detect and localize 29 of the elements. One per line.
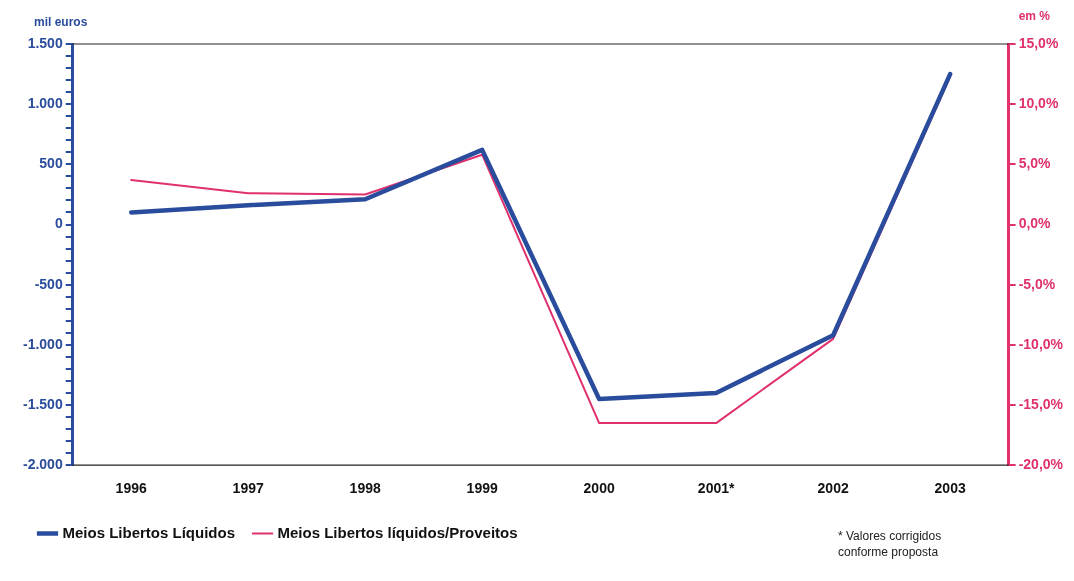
x-tick-label: 1997 bbox=[232, 480, 264, 497]
x-tick-label: 2001* bbox=[697, 480, 736, 497]
x-tick-label: 2002 bbox=[817, 480, 849, 497]
legend-label: Meios Libertos Líquidos bbox=[62, 523, 236, 541]
y-tick-label: 1.500 bbox=[27, 34, 63, 51]
y-tick-label: 1.000 bbox=[27, 95, 63, 112]
y2-tick-label: -20,0% bbox=[1018, 456, 1064, 473]
x-tick-label: 2000 bbox=[583, 480, 615, 497]
y2-tick-label: -10,0% bbox=[1018, 335, 1064, 352]
y-tick-label: -500 bbox=[34, 275, 63, 292]
y-tick-label: -1.000 bbox=[22, 335, 63, 352]
x-tick-label: 1998 bbox=[349, 480, 381, 497]
legend-label: Meios Libertos líquidos/Proveitos bbox=[277, 523, 518, 541]
y-axis-title: mil euros bbox=[34, 15, 88, 29]
y-tick-label: 500 bbox=[39, 155, 63, 172]
y-tick-label: -1.500 bbox=[22, 395, 63, 412]
y-tick-label: -2.000 bbox=[22, 456, 63, 473]
y2-tick-label: 5,0% bbox=[1018, 155, 1052, 172]
y2-axis-title: em % bbox=[1018, 9, 1051, 23]
y2-tick-label: 0,0% bbox=[1018, 215, 1052, 232]
x-tick-label: 2003 bbox=[934, 480, 966, 497]
y-tick-label: 0 bbox=[54, 215, 63, 232]
y2-tick-label: -5,0% bbox=[1018, 275, 1056, 292]
y2-tick-label: 15,0% bbox=[1018, 34, 1059, 51]
x-tick-label: 1999 bbox=[466, 480, 498, 497]
y2-tick-label: -15,0% bbox=[1018, 395, 1064, 412]
text: * Valores corrigidos conforme proposta bbox=[838, 529, 942, 559]
y2-tick-label: 10,0% bbox=[1018, 95, 1059, 112]
x-tick-label: 1996 bbox=[115, 480, 147, 497]
